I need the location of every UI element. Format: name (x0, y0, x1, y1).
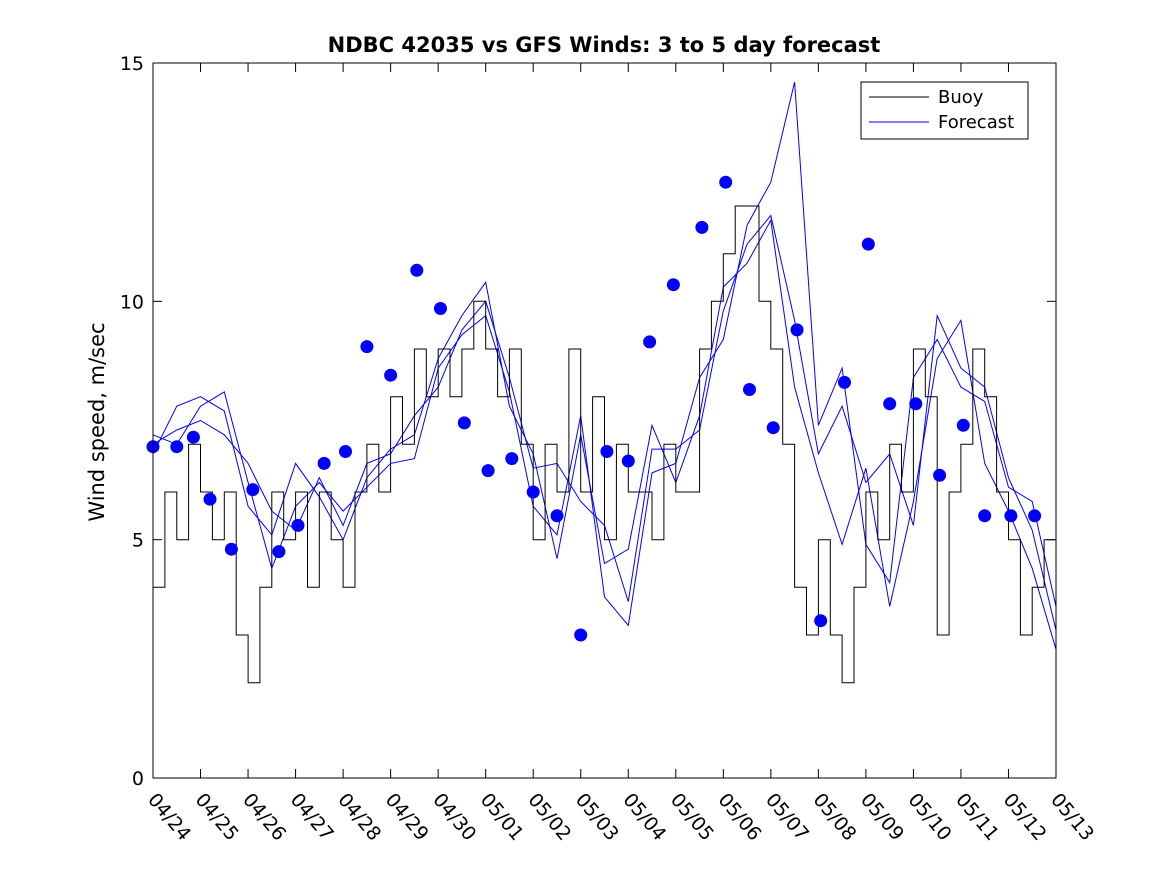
forecast-point (600, 445, 614, 458)
legend: Buoy Forecast (860, 81, 1029, 140)
x-tick-label: 05/11 (951, 789, 1003, 845)
forecast-line-2 (152, 218, 1057, 650)
forecast-point (505, 452, 519, 466)
forecast-point (457, 416, 471, 430)
y-axis-label: Wind speed, m/sec (85, 322, 109, 521)
forecast-point (186, 430, 200, 444)
plot-frame (152, 62, 1057, 779)
x-tick-label: 05/10 (904, 789, 956, 845)
x-tick-label: 04/27 (286, 789, 338, 845)
forecast-point (695, 220, 709, 234)
x-tick-label: 05/08 (809, 789, 861, 845)
forecast-point (360, 340, 374, 354)
x-tick-label: 05/02 (523, 789, 575, 845)
forecast-point (814, 614, 828, 628)
forecast-point (434, 302, 447, 315)
forecast-point (861, 237, 875, 251)
x-tick-label: 05/09 (856, 789, 908, 845)
forecast-point (224, 542, 238, 556)
forecast-point (481, 464, 495, 478)
forecast-point (790, 323, 804, 337)
x-tick-label: 04/26 (238, 789, 290, 845)
forecast-point (246, 483, 260, 497)
plot-points (146, 175, 1042, 642)
y-tick-label: 0 (132, 768, 144, 790)
forecast-point (272, 545, 286, 559)
x-tick-label: 05/04 (618, 789, 670, 845)
x-tick-label: 05/05 (666, 789, 718, 845)
x-axis: 04/2404/2504/2604/2704/2804/2904/3005/01… (143, 63, 1098, 845)
forecast-point (291, 518, 305, 532)
forecast-point (1028, 509, 1042, 523)
y-tick-label: 5 (132, 530, 144, 552)
forecast-point (526, 485, 540, 499)
forecast-point (574, 628, 588, 642)
forecast-point (766, 421, 780, 435)
x-tick-label: 05/13 (1046, 789, 1098, 845)
x-tick-label: 04/29 (381, 789, 433, 845)
chart-title: NDBC 42035 vs GFS Winds: 3 to 5 day fore… (328, 33, 881, 57)
forecast-point (317, 456, 331, 470)
x-tick-label: 05/06 (713, 789, 765, 845)
forecast-point (203, 492, 217, 506)
forecast-point (978, 509, 992, 523)
x-tick-label: 04/24 (143, 789, 195, 845)
forecast-point (1004, 509, 1018, 523)
forecast-point (883, 397, 897, 411)
x-tick-label: 04/28 (333, 789, 385, 845)
legend-buoy-label: Buoy (938, 87, 984, 108)
forecast-point (956, 418, 970, 432)
legend-box (860, 81, 1029, 140)
x-tick-label: 05/12 (999, 789, 1051, 845)
x-tick-label: 05/03 (571, 789, 623, 845)
forecast-point (170, 440, 184, 454)
forecast-line-3 (152, 81, 1057, 627)
forecast-point (909, 397, 923, 411)
y-axis: 0 5 10 15 (120, 53, 1056, 790)
x-tick-label: 04/25 (191, 789, 243, 845)
legend-forecast-label: Forecast (938, 112, 1014, 133)
forecast-point (743, 383, 756, 396)
forecast-point (410, 263, 424, 277)
x-tick-label: 05/01 (476, 789, 528, 845)
forecast-point (339, 445, 352, 458)
forecast-point (621, 454, 635, 468)
x-tick-label: 04/30 (428, 789, 480, 845)
forecast-point (838, 375, 851, 389)
forecast-point (643, 335, 657, 349)
y-tick-label: 10 (120, 291, 144, 313)
forecast-point (550, 509, 564, 523)
plot-lines (152, 81, 1057, 684)
forecast-point (719, 175, 733, 189)
forecast-point (666, 278, 680, 292)
y-tick-label: 15 (120, 53, 144, 75)
forecast-point (384, 368, 398, 382)
x-tick-label: 05/07 (761, 789, 813, 845)
forecast-point (933, 468, 947, 482)
buoy-line (153, 205, 1057, 684)
